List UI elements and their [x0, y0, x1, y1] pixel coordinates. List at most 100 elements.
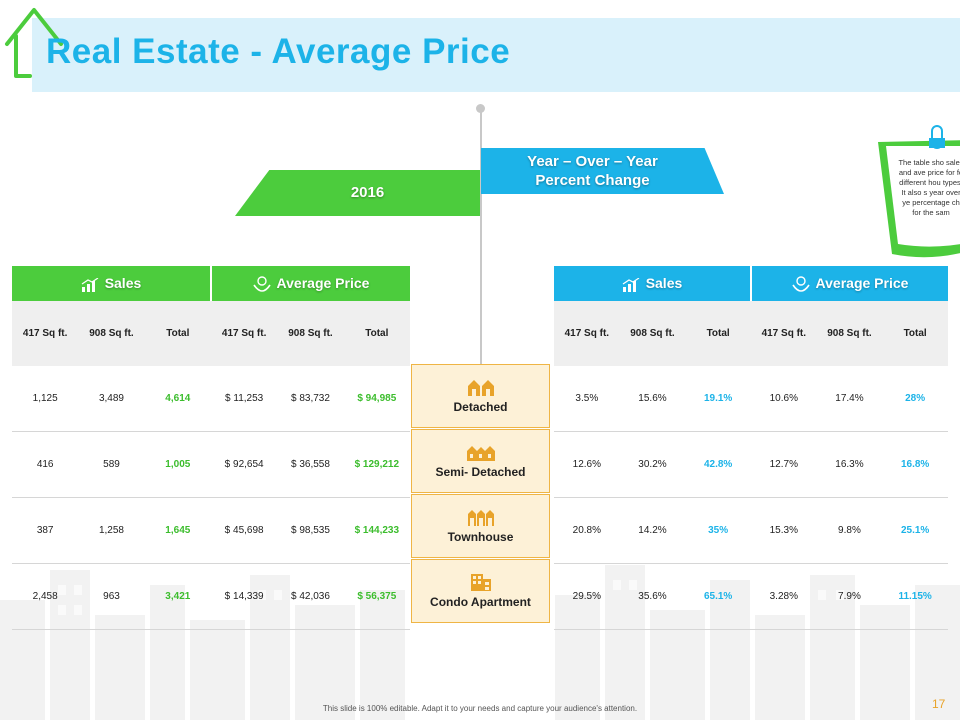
table-cell: $ 14,339 [210, 563, 278, 630]
year-2016-table: Sales Average Price 417 Sq ft. 908 Sq ft… [12, 266, 410, 630]
townhouse-icon [467, 510, 494, 526]
sub-header: Total [144, 301, 211, 366]
sub-header: 908 Sq ft. [78, 301, 145, 366]
table-cell: 10.6% [750, 366, 817, 432]
table-cell: 3.5% [554, 366, 620, 432]
sub-header: 908 Sq ft. [277, 301, 344, 366]
table-cell-total: 28% [882, 366, 948, 432]
table-row: 1,125 3,489 4,614 $ 11,253 $ 83,732 $ 94… [12, 366, 410, 432]
sticky-note [878, 125, 960, 258]
table-cell: 2,458 [12, 563, 79, 630]
sub-header: 417 Sq ft. [554, 301, 620, 366]
table-row: 29.5% 35.6% 65.1% 3.28% 7.9% 11.15% [554, 563, 948, 630]
table-cell-total: 42.8% [685, 431, 751, 498]
table-cell: $ 83,732 [277, 366, 344, 432]
note-text: The table sho sales and ave price for fo… [898, 158, 960, 217]
yoy-label-line1: Year – Over – Year [527, 153, 658, 170]
table-cell: $ 42,036 [277, 563, 344, 630]
table-cell: 3.28% [750, 563, 817, 630]
table-cell: 589 [78, 431, 145, 498]
bar-chart-up-icon [622, 277, 640, 292]
table-cell: 7.9% [816, 563, 883, 630]
table-cell-total: 1,645 [144, 497, 211, 564]
table-cell: 16.3% [816, 431, 883, 498]
sub-header: 908 Sq ft. [816, 301, 883, 366]
table-cell: 15.3% [750, 497, 817, 564]
table-cell: $ 45,698 [210, 497, 278, 564]
sales-header-label: Sales [645, 275, 683, 292]
table-cell-total: 11.15% [882, 563, 948, 630]
table-cell: 35.6% [619, 563, 686, 630]
table-cell-total: 3,421 [144, 563, 211, 630]
table-row: 3.5% 15.6% 19.1% 10.6% 17.4% 28% [554, 366, 948, 432]
house-row-icon [467, 380, 494, 396]
category-label: Detached [453, 400, 508, 414]
table-cell: 12.7% [750, 431, 817, 498]
table-row: 20.8% 14.2% 35% 15.3% 9.8% 25.1% [554, 497, 948, 564]
category-label: Townhouse [447, 530, 514, 544]
yoy-change-banner: Year – Over – Year Percent Change [481, 148, 724, 194]
table-cell: $ 11,253 [210, 366, 278, 432]
sub-header: 417 Sq ft. [12, 301, 79, 366]
table-cell-total: $ 129,212 [343, 431, 410, 498]
table-cell: 20.8% [554, 497, 620, 564]
footer-note: This slide is 100% editable. Adapt it to… [322, 704, 638, 713]
table-cell: $ 36,558 [277, 431, 344, 498]
table-cell: 3,489 [78, 366, 145, 432]
table-cell: 12.6% [554, 431, 620, 498]
semi-detached-icon [466, 446, 495, 461]
category-label: Condo Apartment [430, 595, 531, 609]
timeline-line [480, 108, 482, 366]
table-cell: 416 [12, 431, 79, 498]
category-label: Semi- Detached [435, 465, 526, 479]
house-outline-icon [5, 8, 63, 78]
average-price-header-label: Average Price [815, 274, 909, 291]
table-row: 12.6% 30.2% 42.8% 12.7% 16.3% 16.8% [554, 431, 948, 498]
category-townhouse: Townhouse [411, 494, 550, 558]
table-cell: 14.2% [619, 497, 686, 564]
average-price-header: Average Price [749, 266, 948, 301]
table-cell: 387 [12, 497, 79, 564]
yoy-change-table: Sales Average Price 417 Sq ft. 908 Sq ft… [554, 266, 948, 630]
hand-coin-icon [791, 276, 810, 292]
table-cell: 9.8% [816, 497, 883, 564]
category-detached: Detached [411, 364, 550, 428]
bar-chart-up-icon [81, 277, 99, 292]
yoy-label-line2: Percent Change [535, 172, 650, 189]
year-label: 2016 [350, 184, 385, 201]
table-cell: 1,258 [78, 497, 145, 564]
table-cell-total: $ 56,375 [343, 563, 410, 630]
table-cell: 1,125 [12, 366, 79, 432]
table-cell-total: 1,005 [144, 431, 211, 498]
sub-header: 908 Sq ft. [619, 301, 686, 366]
sub-header: 417 Sq ft. [210, 301, 278, 366]
table-cell: 29.5% [554, 563, 620, 630]
hand-coin-icon [252, 276, 271, 292]
table-cell-total: 4,614 [144, 366, 211, 432]
sales-header: Sales [12, 266, 211, 301]
table-row: 387 1,258 1,645 $ 45,698 $ 98,535 $ 144,… [12, 497, 410, 564]
sub-header: 417 Sq ft. [750, 301, 817, 366]
table-row: 2,458 963 3,421 $ 14,339 $ 42,036 $ 56,3… [12, 563, 410, 630]
table-cell: 30.2% [619, 431, 686, 498]
page-number: 17 [932, 697, 946, 711]
table-cell-total: 19.1% [685, 366, 751, 432]
apartment-building-icon [470, 574, 491, 591]
category-condo-apartment: Condo Apartment [411, 559, 550, 623]
sales-header: Sales [554, 266, 751, 301]
table-cell-total: 25.1% [882, 497, 948, 564]
table-cell: $ 92,654 [210, 431, 278, 498]
paper-clip-icon [929, 125, 945, 149]
page-title: Real Estate - Average Price [46, 32, 511, 71]
sub-header: Total [882, 301, 948, 366]
table-cell: 17.4% [816, 366, 883, 432]
sub-header: Total [343, 301, 410, 366]
table-row: 416 589 1,005 $ 92,654 $ 36,558 $ 129,21… [12, 431, 410, 498]
sales-header-label: Sales [104, 275, 142, 292]
table-cell-total: 16.8% [882, 431, 948, 498]
sub-header: Total [685, 301, 751, 366]
title-band [32, 18, 960, 92]
category-semi-detached: Semi- Detached [411, 429, 550, 493]
table-cell-total: 65.1% [685, 563, 751, 630]
table-cell: 963 [78, 563, 145, 630]
